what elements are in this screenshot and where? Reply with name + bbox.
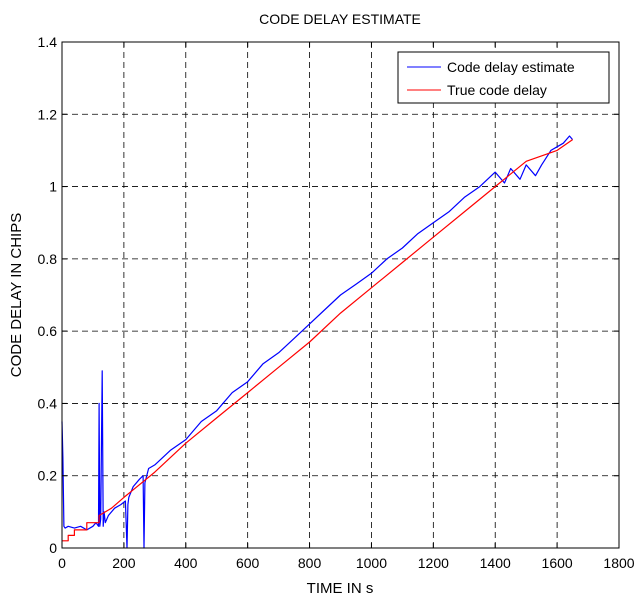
- x-tick-label: 200: [112, 555, 136, 571]
- x-tick-label: 1800: [603, 555, 634, 571]
- y-tick-label: 0.6: [38, 323, 58, 339]
- x-axis-label: TIME IN s: [307, 580, 374, 597]
- chart-title: CODE DELAY ESTIMATE: [259, 11, 421, 27]
- x-tick-label: 1000: [356, 555, 387, 571]
- y-tick-label: 0.4: [38, 395, 58, 411]
- y-tick-label: 0: [49, 540, 57, 556]
- legend-label-estimate: Code delay estimate: [447, 59, 575, 75]
- x-tick-label: 0: [58, 555, 66, 571]
- series-line-code-delay-estimate: [61, 135, 574, 549]
- y-tick-label: 0.8: [38, 251, 58, 267]
- grid: [62, 42, 619, 548]
- x-tick-label: 600: [236, 555, 260, 571]
- y-axis-label: CODE DELAY IN CHIPS: [8, 213, 25, 378]
- x-tick-label: 800: [298, 555, 322, 571]
- legend-box: [397, 51, 610, 104]
- legend: Code delay estimate True code delay: [397, 51, 610, 104]
- x-tick-label: 400: [174, 555, 198, 571]
- x-tick-label: 1400: [480, 555, 511, 571]
- y-tick-label: 1.2: [38, 106, 58, 122]
- y-tick-label: 1.4: [38, 34, 58, 50]
- plot-area: [61, 135, 574, 549]
- series-line-true-code-delay: [62, 139, 573, 542]
- y-tick-label: 1: [49, 179, 57, 195]
- plot-frame: [61, 41, 620, 549]
- x-tick-label: 1600: [542, 555, 573, 571]
- x-tick-label: 1200: [418, 555, 449, 571]
- legend-label-true: True code delay: [447, 82, 547, 98]
- x-axis-ticks: 0 200 400 600 800 1000 1200 1400 1600 1800: [58, 42, 635, 571]
- y-tick-label: 0.2: [38, 468, 58, 484]
- y-axis-ticks: 0 0.2 0.4 0.6 0.8 1 1.2 1.4: [38, 34, 619, 556]
